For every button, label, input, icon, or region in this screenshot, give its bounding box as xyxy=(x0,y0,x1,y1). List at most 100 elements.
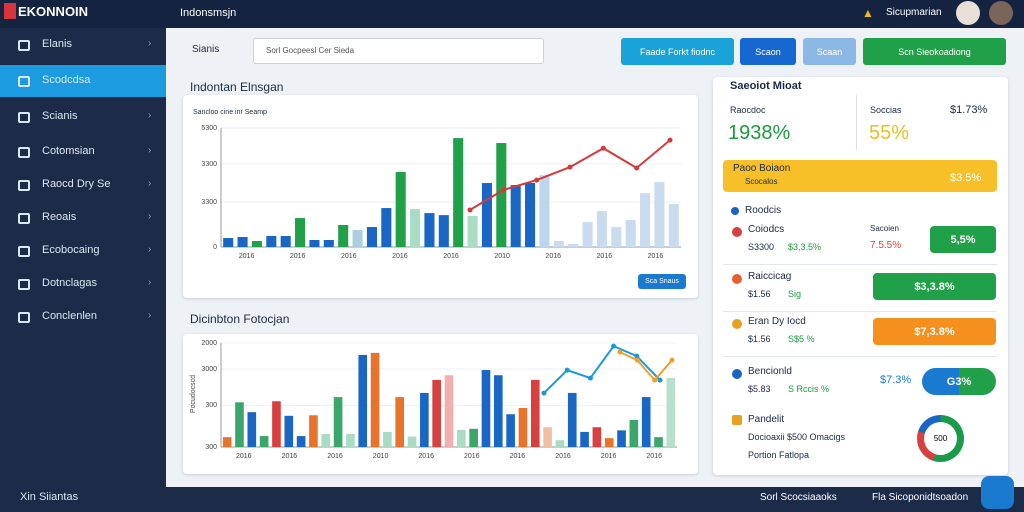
bar xyxy=(272,401,281,447)
button[interactable]: Scaan xyxy=(803,38,856,65)
chat-button[interactable] xyxy=(981,476,1014,509)
bar xyxy=(266,235,277,247)
sidebar-item[interactable]: Ecobocaing xyxy=(42,244,100,256)
bar xyxy=(284,415,294,447)
status[interactable]: Sorl Scocsiaaoks xyxy=(760,492,837,503)
chart: 5300 3300 3300 0 2016 2016 2016 2016 2016 2010 201… xyxy=(201,125,681,260)
sidebar-item[interactable]: Cotomsian xyxy=(42,145,95,157)
pill: G3% xyxy=(922,368,996,395)
search-input[interactable]: Sorl Gocpeesl Cer Sieda xyxy=(253,38,544,64)
sidebar-icon xyxy=(18,312,30,323)
bar xyxy=(493,375,503,447)
avatar[interactable] xyxy=(956,1,980,25)
row-name: Coiodcs xyxy=(748,224,785,235)
logo-icon xyxy=(4,3,16,19)
chevron: › xyxy=(148,310,152,321)
x-tick-label: 2016 xyxy=(282,453,298,460)
row-sub: Sig xyxy=(788,289,802,299)
point xyxy=(617,349,623,355)
sidebar-item[interactable]: Elanis xyxy=(42,38,72,50)
bar xyxy=(321,434,331,447)
button[interactable]: Sca Snaus xyxy=(638,274,686,289)
bar xyxy=(617,430,626,447)
icon xyxy=(731,207,739,215)
row-icon xyxy=(732,227,742,237)
row-sub: S3300 xyxy=(748,242,775,252)
status[interactable]: Fla Sicoponidtsoadon xyxy=(872,492,969,503)
point xyxy=(652,377,658,383)
point xyxy=(634,165,640,171)
alert-icon[interactable]: ▲ xyxy=(862,6,874,20)
point xyxy=(634,353,640,359)
sidebar-item[interactable]: Raocd Dry Se xyxy=(42,178,111,190)
sidebar-item[interactable]: Scodcdsa xyxy=(42,74,91,86)
avatar[interactable] xyxy=(989,1,1013,25)
sidebar-item[interactable]: Reoais xyxy=(42,211,77,223)
bar xyxy=(444,375,454,447)
y-tick-label: 0 xyxy=(213,244,217,251)
sidebar-active xyxy=(0,65,166,97)
row-sub: Docioaxii $500 Omacigs xyxy=(748,432,846,442)
point xyxy=(669,357,675,363)
row-label: 7.5.5% xyxy=(870,240,902,251)
bar xyxy=(641,397,651,447)
bar xyxy=(424,213,435,247)
y-tick-label: 2000 xyxy=(201,340,217,347)
x-tick-label: 2010 xyxy=(373,453,389,460)
chevron: › xyxy=(148,110,152,121)
x-tick-label: 2016 xyxy=(646,453,662,460)
bar xyxy=(338,224,349,247)
chevron: › xyxy=(148,277,152,288)
sidebar-item[interactable]: Scianis xyxy=(42,110,78,122)
bar xyxy=(366,227,377,247)
bar xyxy=(580,431,589,447)
sidebar-item[interactable]: Dotnclagas xyxy=(42,277,98,289)
chevron: › xyxy=(148,211,152,222)
bar xyxy=(358,354,368,447)
app-title: Indonsmsjn xyxy=(180,7,237,19)
banner-title: Paoo Boiaon xyxy=(733,163,791,174)
chevron: › xyxy=(148,244,152,255)
banner xyxy=(723,160,997,192)
y-tick-label: 300 xyxy=(205,444,217,451)
bottom-bar xyxy=(166,487,1024,512)
panel-title: Saeoiot Mioat xyxy=(730,80,802,92)
bar xyxy=(296,436,306,447)
bar xyxy=(259,436,269,447)
bar xyxy=(506,414,515,447)
pill[interactable]: 5,5% xyxy=(930,226,996,253)
x-tick-label: 2016 xyxy=(341,253,357,260)
pill[interactable]: $3,3.8% xyxy=(873,273,996,300)
chevron: › xyxy=(148,38,152,49)
row-sub: Portion Fatlopa xyxy=(748,450,810,460)
label: Raocdoc xyxy=(730,105,766,115)
banner-value: $3.5% xyxy=(950,172,982,184)
button[interactable]: Scn Sieokoadiong xyxy=(863,38,1006,65)
chart-subtitle: Sancloo cine inr Seamp xyxy=(193,109,267,116)
y-tick-label: 3300 xyxy=(201,161,217,168)
sidebar-footer[interactable]: Xin Siiantas xyxy=(20,491,79,503)
button[interactable]: Scaon xyxy=(740,38,796,65)
bar xyxy=(481,183,492,247)
pill[interactable]: $7,3.8% xyxy=(873,318,996,345)
bar xyxy=(237,237,248,247)
bar xyxy=(457,429,466,447)
line xyxy=(619,351,673,382)
bar xyxy=(346,434,355,447)
donut-label: 500 xyxy=(924,422,957,455)
row-name: Pandelit xyxy=(748,414,785,425)
search-label: Sianis xyxy=(192,44,220,55)
sidebar-icon xyxy=(18,213,30,224)
bar xyxy=(592,427,602,447)
y-axis-label: Pocudocscd xyxy=(190,375,197,413)
button[interactable]: Faade Forkt fiodnc xyxy=(621,38,734,65)
bar xyxy=(568,243,579,247)
user-name[interactable]: Sicupmarian xyxy=(886,7,942,18)
x-tick-label: 2016 xyxy=(597,253,613,260)
bar xyxy=(295,218,306,247)
sidebar-item[interactable]: Conclenlen xyxy=(42,310,98,322)
divider xyxy=(723,356,997,357)
label: Soccias xyxy=(870,105,902,115)
bar xyxy=(420,392,429,447)
